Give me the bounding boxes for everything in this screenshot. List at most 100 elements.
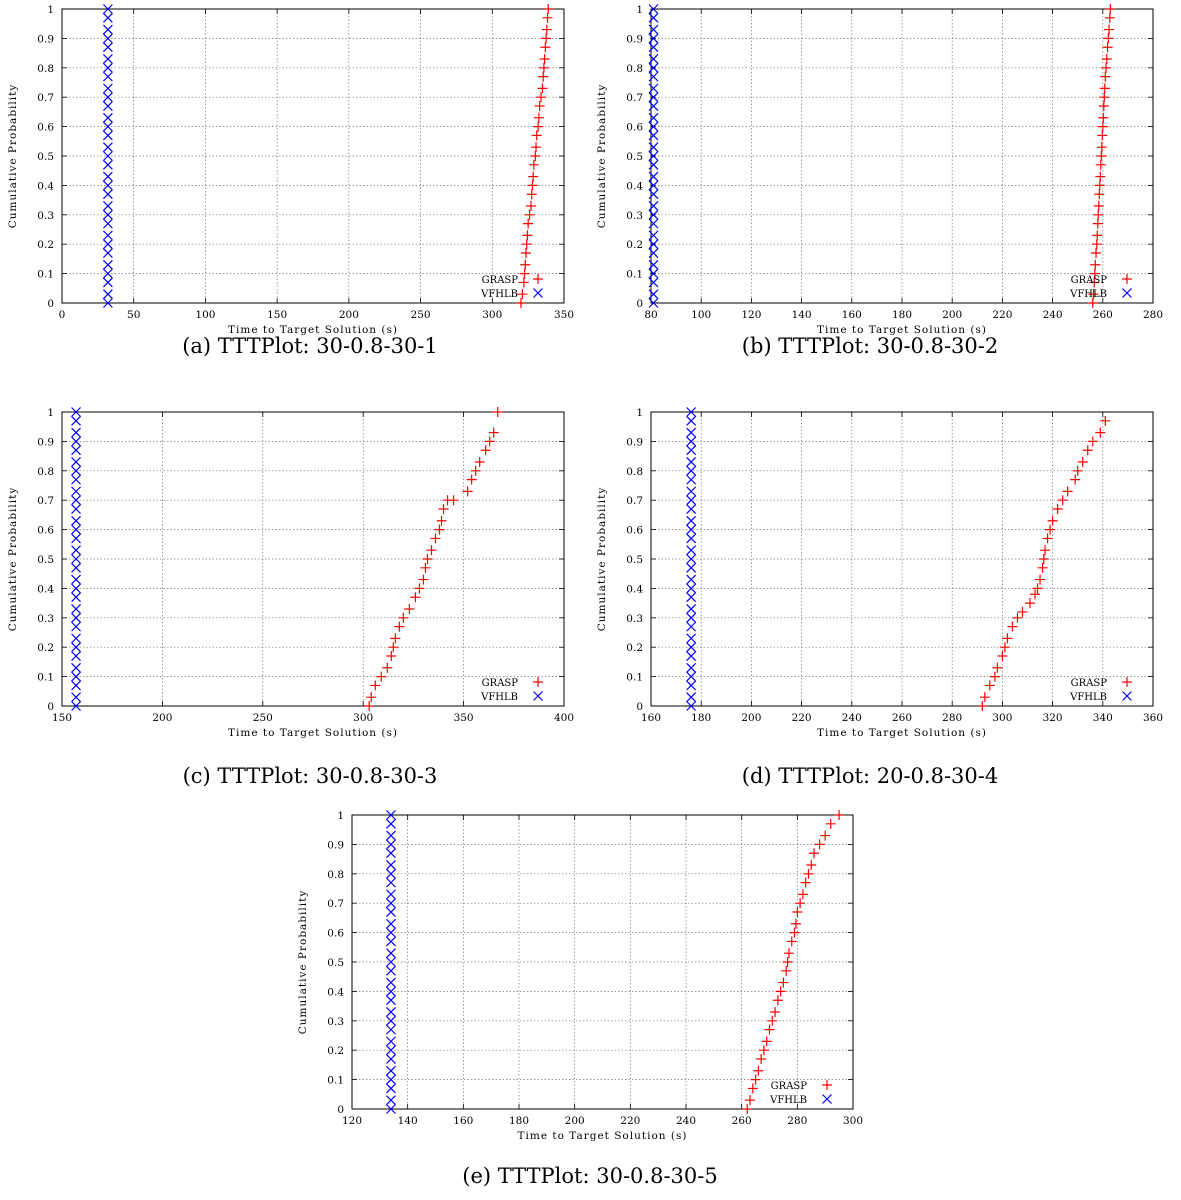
chart-panel-2: 150 200 250 300 350 400 0 0.1 0.2 0.3 0.4 0.5 0.6 0.7… [7,407,574,739]
caption-d: (d) TTTPlot: 20-0.8-30-4 [741,764,999,788]
vfhlb-point [648,121,659,132]
legend-label: VFHLB [1069,692,1107,703]
plot-frame [650,8,1154,304]
y-tick-label: 0.1 [626,269,643,281]
y-tick-label: 0.5 [626,151,643,163]
x-tick-label: 300 [843,1115,863,1127]
grasp-point [520,248,531,259]
grasp-point [979,692,990,703]
x-tick-label: 260 [1093,309,1113,321]
grasp-point [366,692,377,703]
vfhlb-point [686,427,697,438]
vfhlb-point [71,633,81,644]
y-tick-label: 0.6 [626,525,643,537]
x-axis-label: Time to Target Solution (s) [228,727,398,739]
grasp-point [1104,24,1115,35]
vfhlb-point [102,298,113,308]
x-tick-label: 200 [741,712,761,724]
grasp-point [528,159,539,170]
vfhlb-point [102,239,113,250]
y-tick-label: 1 [337,810,344,822]
grasp-point [434,524,445,535]
grasp-point [414,583,425,594]
x-tick-label: 160 [842,309,862,321]
x-tick-label: 160 [641,712,661,724]
grasp-point [484,436,495,447]
grasp-point [492,407,503,417]
grasp-point [992,662,1003,673]
grasp-point [519,268,530,279]
x-tick-label: 400 [554,712,574,724]
grasp-point [750,1074,761,1085]
y-axis-label: Cumulative Probability [7,84,19,229]
grasp-point [526,200,537,211]
grasp-point [782,957,793,967]
y-tick-label: 0.6 [327,928,344,940]
y-tick-label: 0.4 [37,180,54,192]
vfhlb-point [71,642,81,653]
y-tick-label: 0.8 [37,466,54,478]
y-tick-label: 0.7 [37,495,54,507]
vfhlb-point [686,515,697,526]
y-tick-label: 0.2 [626,642,643,654]
vfhlb-point [386,957,396,967]
vfhlb-point [386,986,396,997]
vfhlb-point [686,612,697,623]
y-tick-label: 0.6 [37,122,54,134]
grasp-point [422,554,433,564]
y-tick-label: 0.9 [327,839,344,851]
grasp-point [526,189,537,200]
vfhlb-point [71,583,81,594]
grasp-point [531,142,542,153]
grasp-point [438,504,449,515]
grasp-point [410,592,421,603]
vfhlb-point [71,592,81,603]
caption-e: (e) TTTPlot: 30-0.8-30-5 [462,1164,718,1188]
grasp-point [1045,524,1056,535]
grasp-point [984,680,995,691]
vfhlb-point [648,62,659,73]
y-tick-label: 0.2 [626,239,643,251]
vfhlb-point [71,662,81,673]
vfhlb-point [71,465,81,476]
vfhlb-point [102,289,113,300]
vfhlb-point [686,662,697,673]
grasp-point [1091,248,1102,259]
vfhlb-point [648,83,659,94]
grasp-point [1070,474,1081,485]
x-axis-label: Time to Target Solution (s) [817,727,987,739]
legend-label: GRASP [482,678,519,689]
chart-panel-4: 120 140 160 180 200 220 240 260 280 300 0 0.1 0.2 0.3… [297,810,863,1142]
vfhlb-point [648,112,659,123]
vfhlb-point [686,680,697,691]
x-tick-label: 300 [992,712,1012,724]
plot-frame [61,411,565,707]
grasp-point [1090,259,1101,270]
grasp-point [806,859,817,870]
grasp-point [523,218,534,229]
grasp-point [530,151,541,161]
y-tick-label: 0.9 [626,436,643,448]
vfhlb-point [71,574,81,585]
vfhlb-point [102,209,113,220]
grasp-point [1104,12,1115,23]
x-tick-label: 280 [1143,309,1163,321]
grasp-point [786,936,797,947]
vfhlb-point [686,574,697,585]
vfhlb-point [386,860,396,870]
vfhlb-point [102,121,113,132]
chart-panel-0: 0 50 100 150 200 250 300 350 0 0.1 0.2 0.3 0.4 0.5 0.6… [7,4,574,336]
grasp-point [999,642,1010,653]
grasp-point [543,4,554,14]
y-axis-label: Cumulative Probability [596,84,608,229]
grasp-point [1099,83,1110,94]
vfhlb-point [386,977,396,988]
y-tick-label: 0.5 [37,554,54,566]
grasp-point [1062,486,1073,497]
grasp-point [470,465,481,476]
grasp-point [418,574,429,585]
grasp-point [1102,42,1113,53]
y-tick-label: 0 [337,1104,344,1116]
vfhlb-point [686,524,697,535]
